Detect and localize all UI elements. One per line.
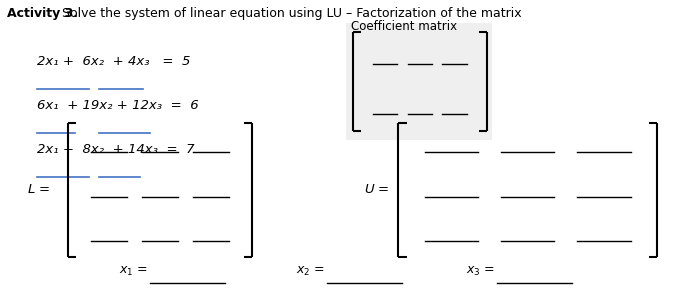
- Text: $U$ =: $U$ =: [364, 183, 390, 196]
- Text: $x_1$ =: $x_1$ =: [119, 265, 149, 278]
- Bar: [346, 23, 492, 140]
- Text: Solve the system of linear equation using LU – Factorization of the matrix: Solve the system of linear equation usin…: [58, 7, 522, 20]
- Text: 6x₁  + 19x₂ + 12x₃  =  6: 6x₁ + 19x₂ + 12x₃ = 6: [37, 99, 199, 112]
- Text: 2x₁ +  8x₂  + 14x₃  =  7: 2x₁ + 8x₂ + 14x₃ = 7: [37, 143, 195, 156]
- Text: $L$ =: $L$ =: [27, 183, 50, 196]
- Text: Activity 3.: Activity 3.: [7, 7, 78, 20]
- Text: $x_2$ =: $x_2$ =: [296, 265, 326, 278]
- Text: 2x₁ +  6x₂  + 4x₃   =  5: 2x₁ + 6x₂ + 4x₃ = 5: [37, 55, 191, 69]
- Text: $x_3$ =: $x_3$ =: [466, 265, 496, 278]
- Text: Coefficient matrix: Coefficient matrix: [351, 20, 457, 34]
